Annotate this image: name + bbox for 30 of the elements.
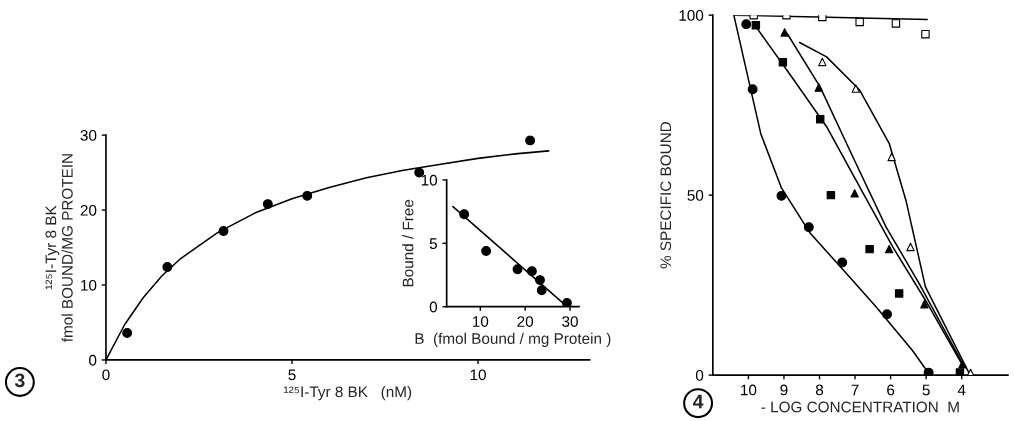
text: 4 [692,394,704,409]
x-axis-title: - LOG CONCENTRATION M [761,401,959,413]
x-axis-title: ¹²⁵I-Tyr 8 BK (nM) [284,386,412,401]
y-tick-label: 30 [80,130,97,141]
x-tick-label: 9 [780,384,788,396]
y-tick-label: 0 [89,354,97,366]
y-axis-title: ¹²⁵I-Tyr 8 BK fmol BOUND/MG PROTEIN [45,154,73,342]
x-tick-label: 10 [741,384,757,396]
y-axis-title: Bound / Free [402,199,414,287]
x-tick-label: 6 [887,384,895,396]
x-tick-label: 8 [815,384,824,396]
x-tick-label: 10 [470,369,486,381]
y-tick-label: 50 [687,190,704,201]
x-tick-label: 20 [517,316,534,327]
x-tick-label: 0 [102,369,110,381]
text: 3 [14,373,25,388]
y-tick-label: 10 [421,174,438,186]
y-tick-label: 100 [679,10,704,21]
x-axis-title: B (fmol Bound / mg Protein ) [415,332,611,347]
y-tick-label: 0 [429,301,438,313]
y-tick-label: 5 [429,238,437,250]
x-tick-label: 10 [472,316,489,327]
y-tick-label: 10 [81,279,97,291]
x-tick-label: 5 [922,384,930,396]
x-tick-label: 4 [957,384,966,396]
x-tick-label: 7 [851,384,859,396]
y-tick-label: 20 [80,204,97,216]
y-axis-title: % SPECIFIC BOUND [660,122,672,269]
x-tick-label: 5 [288,369,296,381]
x-tick-label: 30 [562,316,578,327]
